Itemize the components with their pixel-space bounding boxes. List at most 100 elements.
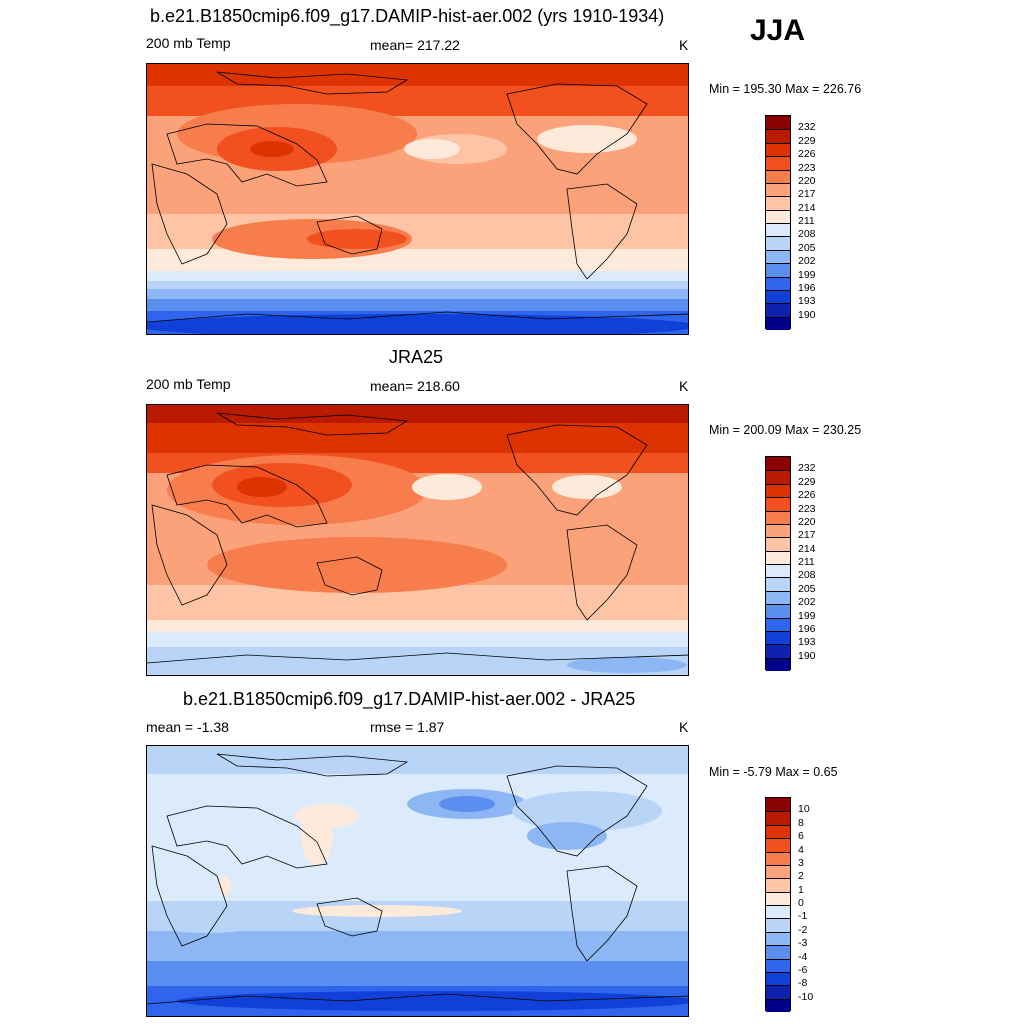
colorbar-swatch <box>766 263 790 277</box>
panel3-minmax: Min = -5.79 Max = 0.65 <box>709 765 838 779</box>
colorbar-tick-label: 232 <box>798 462 816 475</box>
colorbar-swatch <box>766 249 790 264</box>
colorbar-swatch <box>766 604 790 618</box>
colorbar-tick-label: 214 <box>798 542 816 555</box>
colorbar-swatch <box>766 470 790 484</box>
colorbar-tick-label: -6 <box>798 963 808 976</box>
colorbar-swatch <box>766 303 790 317</box>
colorbar-tick-label: 214 <box>798 201 816 214</box>
panel1-mean: mean= 217.22 <box>370 37 460 53</box>
colorbar-tick-label: 193 <box>798 636 816 649</box>
colorbar-tick-label: 217 <box>798 188 816 201</box>
colorbar-swatch <box>766 550 790 564</box>
colorbar-tick-label: -1 <box>798 910 808 923</box>
panel1-minmax: Min = 195.30 Max = 226.76 <box>709 82 862 96</box>
colorbar-swatch <box>766 905 790 919</box>
colorbar-swatch <box>766 223 790 237</box>
colorbar-tick-label: 6 <box>798 830 804 843</box>
colorbar-swatch <box>766 289 790 304</box>
colorbar-swatch <box>766 564 790 578</box>
colorbar-tick-label: 0 <box>798 897 804 909</box>
panel2-map <box>146 404 689 676</box>
colorbar-swatch <box>766 945 790 959</box>
colorbar-swatch <box>766 590 790 605</box>
colorbar-tick-label: 190 <box>798 308 816 321</box>
colorbar-swatch <box>766 523 790 538</box>
colorbar-tick-label: 220 <box>798 174 816 187</box>
colorbar-tick-label: 8 <box>798 816 804 829</box>
panel3-colorbar <box>765 797 791 1012</box>
colorbar-swatch <box>766 537 790 551</box>
colorbar-swatch <box>766 156 790 170</box>
colorbar-tick-label: 199 <box>798 609 816 622</box>
colorbar-swatch <box>766 878 790 892</box>
colorbar-tick-label: 205 <box>798 582 816 595</box>
colorbar-tick-label: -8 <box>798 977 808 990</box>
colorbar-swatch <box>766 316 790 330</box>
panel1-map <box>146 63 689 335</box>
panel1-title: b.e21.B1850cmip6.f09_g17.DAMIP-hist-aer.… <box>150 6 665 26</box>
season-label: JJA <box>750 14 806 47</box>
colorbar-tick-label: 3 <box>798 856 804 869</box>
colorbar-swatch <box>766 958 790 972</box>
colorbar-swatch <box>766 497 790 511</box>
colorbar-tick-label: 196 <box>798 622 816 635</box>
colorbar-swatch <box>766 196 790 210</box>
colorbar-swatch <box>766 483 790 498</box>
panel3-map-svg <box>147 746 688 1016</box>
colorbar-swatch <box>766 891 790 905</box>
colorbar-tick-label: 232 <box>798 121 816 134</box>
colorbar-tick-label: 199 <box>798 268 816 281</box>
colorbar-tick-label: -3 <box>798 937 808 950</box>
colorbar-swatch <box>766 644 790 658</box>
colorbar-tick-label: 229 <box>798 134 816 147</box>
panel2-title: JRA25 <box>389 347 444 367</box>
colorbar-swatch <box>766 209 790 223</box>
panel1-variable: 200 mb Temp <box>146 35 231 51</box>
panel1-colorbar <box>765 115 791 330</box>
colorbar-swatch <box>766 457 790 471</box>
panel2-map-svg <box>147 405 688 675</box>
colorbar-tick-label: 202 <box>798 255 816 268</box>
colorbar-tick-label: 190 <box>798 649 816 662</box>
colorbar-tick-label: 208 <box>798 569 816 582</box>
colorbar-tick-label: -4 <box>798 950 808 963</box>
panel2-colorbar <box>765 456 791 671</box>
colorbar-tick-label: 4 <box>798 843 804 856</box>
colorbar-tick-label: 217 <box>798 529 816 542</box>
colorbar-swatch <box>766 577 790 591</box>
colorbar-swatch <box>766 630 790 645</box>
colorbar-swatch <box>766 811 790 825</box>
colorbar-tick-label: 205 <box>798 241 816 254</box>
colorbar-swatch <box>766 236 790 250</box>
panel2-mean: mean= 218.60 <box>370 378 460 394</box>
colorbar-swatch <box>766 798 790 812</box>
colorbar-tick-label: 10 <box>798 803 810 816</box>
colorbar-swatch <box>766 169 790 183</box>
colorbar-tick-label: 211 <box>798 215 815 227</box>
colorbar-swatch <box>766 657 790 671</box>
panel2-variable: 200 mb Temp <box>146 376 231 392</box>
panel2-units: K <box>679 378 689 394</box>
colorbar-swatch <box>766 824 790 839</box>
colorbar-swatch <box>766 971 790 986</box>
colorbar-tick-label: 226 <box>798 148 816 161</box>
panel1-map-svg <box>147 64 688 334</box>
colorbar-tick-label: 196 <box>798 281 816 294</box>
colorbar-tick-label: 2 <box>798 870 804 883</box>
colorbar-swatch <box>766 276 790 290</box>
colorbar-tick-label: 211 <box>798 556 815 568</box>
colorbar-tick-label: 1 <box>798 883 804 896</box>
panel2-minmax: Min = 200.09 Max = 230.25 <box>709 423 862 437</box>
panel3-units: K <box>679 719 689 735</box>
colorbar-tick-label: 193 <box>798 295 816 308</box>
colorbar-tick-label: 208 <box>798 228 816 241</box>
panel3-mean: mean = -1.38 <box>146 719 229 735</box>
colorbar-swatch <box>766 116 790 130</box>
colorbar-swatch <box>766 985 790 999</box>
panel3-map <box>146 745 689 1017</box>
panel3-title: b.e21.B1850cmip6.f09_g17.DAMIP-hist-aer.… <box>183 689 636 709</box>
colorbar-tick-label: 223 <box>798 161 816 174</box>
colorbar-swatch <box>766 182 790 197</box>
colorbar-swatch <box>766 510 790 524</box>
